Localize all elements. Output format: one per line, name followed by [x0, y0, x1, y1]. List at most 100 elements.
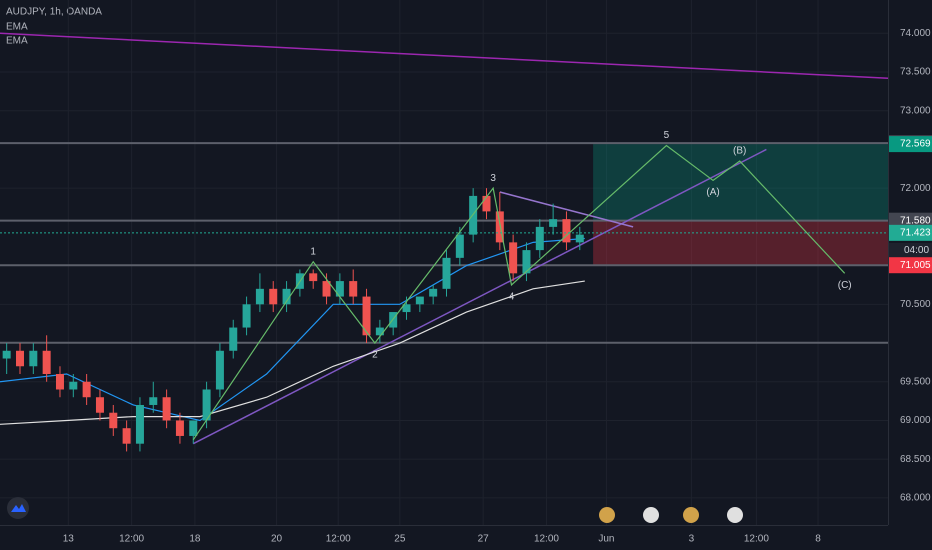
x-tick-label: 18: [189, 534, 201, 545]
wave-label: 5: [664, 130, 670, 141]
candle-body: [122, 428, 131, 444]
wave-label: (B): [733, 146, 746, 157]
candle-body: [29, 350, 38, 367]
candle-body: [109, 412, 118, 429]
price-label-bg: [889, 136, 932, 153]
stop-zone: [593, 220, 888, 266]
wave-label: 3: [490, 173, 496, 184]
candle-body: [282, 288, 291, 305]
event-icon[interactable]: [599, 507, 615, 523]
price-label: 71.580: [900, 215, 931, 226]
y-tick-label: 72.000: [900, 183, 931, 194]
trendline: [0, 32, 889, 79]
event-icon[interactable]: [683, 507, 699, 523]
countdown-bg: [889, 242, 932, 258]
candle-body: [309, 273, 318, 282]
candle-body: [162, 397, 171, 421]
y-tick-label: 68.000: [900, 493, 931, 504]
candle-body: [335, 281, 344, 297]
y-tick-label: 70.500: [900, 299, 931, 310]
candle-body: [149, 397, 158, 405]
event-icon[interactable]: [727, 507, 743, 523]
logo[interactable]: [7, 497, 29, 519]
y-tick-label: 73.000: [900, 105, 931, 116]
wave-line: [192, 144, 846, 441]
candle-body: [269, 288, 278, 305]
x-tick-label: 8: [815, 534, 821, 545]
wave-label: 1: [310, 246, 316, 257]
price-label-bg: [889, 212, 932, 229]
candle-body: [215, 350, 224, 390]
candle-body: [95, 397, 104, 413]
candle-body: [549, 219, 558, 227]
price-label-bg: [889, 224, 932, 241]
price-label-bg: [889, 257, 932, 274]
candle-body: [42, 350, 51, 375]
candle-body: [229, 327, 238, 351]
logo-mark[interactable]: [11, 504, 26, 512]
candle-body: [202, 389, 211, 421]
ema-line: [0, 237, 585, 422]
x-tick-label: 12:00: [326, 534, 351, 545]
candle-body: [442, 257, 451, 289]
candle-body: [55, 374, 64, 390]
candle-body: [402, 304, 411, 313]
candle-body: [255, 288, 264, 305]
x-tick-label: 13: [63, 534, 75, 545]
wave-label: 2: [372, 350, 378, 361]
candle-body: [455, 234, 464, 258]
target-zone: [593, 144, 888, 221]
price-label: 71.423: [900, 227, 931, 238]
x-tick-label: 20: [271, 534, 283, 545]
events[interactable]: [599, 507, 743, 523]
y-tick-label: 73.500: [900, 67, 931, 78]
candle-body: [135, 404, 144, 444]
countdown: 04:00: [904, 245, 929, 256]
y-tick-label: 68.500: [900, 454, 931, 465]
price-label: 72.569: [900, 139, 931, 150]
candle-body: [495, 211, 504, 243]
candle-body: [562, 219, 571, 243]
candle-body: [322, 281, 331, 297]
wave-label: (A): [706, 187, 719, 198]
candle-body: [242, 304, 251, 328]
trendline: [192, 148, 767, 445]
candle-body: [362, 296, 371, 336]
candle-body: [15, 350, 24, 367]
x-tick-label: 27: [478, 534, 490, 545]
candle-body: [69, 381, 78, 390]
candle-body: [349, 281, 358, 297]
wave-label: 4: [509, 292, 515, 303]
y-tick-label: 74.000: [900, 28, 931, 39]
y-tick-label: 69.000: [900, 415, 931, 426]
event-icon[interactable]: [643, 507, 659, 523]
indicator-label: EMA: [6, 36, 28, 47]
x-tick-label: 12:00: [119, 534, 144, 545]
price-label: 71.005: [900, 260, 931, 271]
x-tick-label: 12:00: [534, 534, 559, 545]
candle-body: [522, 250, 531, 274]
candle-body: [535, 226, 544, 251]
symbol-title: AUDJPY, 1h, OANDA: [6, 7, 102, 18]
x-tick-label: 12:00: [744, 534, 769, 545]
wave-label: (C): [838, 280, 852, 291]
candle-body: [375, 327, 384, 336]
x-tick-label: 3: [689, 534, 695, 545]
candle-body: [2, 350, 11, 359]
candle-body: [175, 420, 184, 436]
indicator-label: EMA: [6, 22, 28, 33]
candle-body: [575, 234, 584, 243]
candle-body: [482, 195, 491, 212]
trendline: [499, 191, 634, 228]
candle-body: [509, 242, 518, 274]
candle-body: [82, 381, 91, 398]
y-tick-label: 69.500: [900, 376, 931, 387]
x-tick-label: Jun: [598, 534, 614, 545]
x-tick-label: 25: [394, 534, 406, 545]
candle-body: [429, 288, 438, 297]
candle-body: [189, 420, 198, 436]
candle-body: [415, 296, 424, 305]
